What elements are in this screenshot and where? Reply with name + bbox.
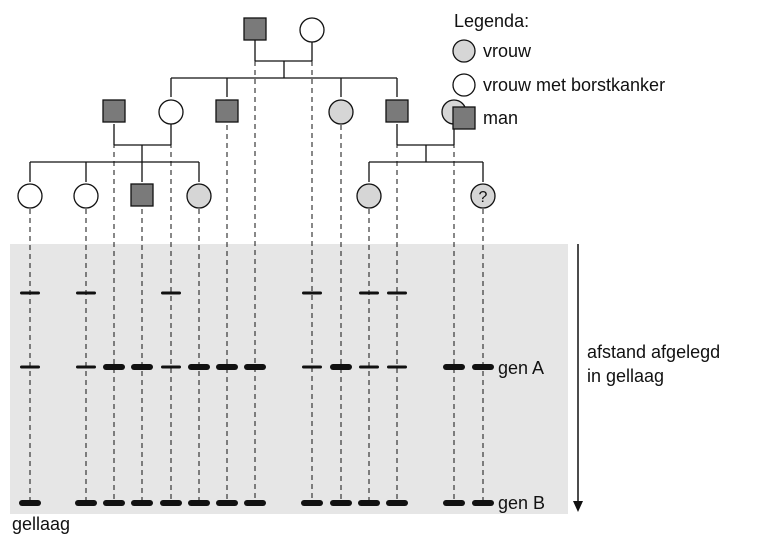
gel-bands xyxy=(19,291,494,506)
gel-band xyxy=(443,500,465,506)
gel-label: gellaag xyxy=(12,514,70,534)
gel-band xyxy=(302,365,322,369)
gel-band xyxy=(386,500,408,506)
gel-band xyxy=(244,364,266,370)
legend-female-cancer-label: vrouw met borstkanker xyxy=(483,75,665,95)
unknown-mark: ? xyxy=(479,189,488,206)
gel-band xyxy=(216,500,238,506)
gel-band xyxy=(103,500,125,506)
gel-lanes xyxy=(29,43,484,503)
person-gen3-4 xyxy=(186,183,212,209)
person-gen2-2 xyxy=(158,99,184,125)
gel-band xyxy=(19,500,41,506)
gel-band xyxy=(103,364,125,370)
gel-band xyxy=(472,500,494,506)
gene-b-label: gen B xyxy=(498,493,545,513)
gel-band xyxy=(76,365,96,369)
legend: Legenda: vrouw vrouw met borstkanker man xyxy=(452,11,665,130)
person-gen3-2 xyxy=(73,183,99,209)
legend-female-label: vrouw xyxy=(483,41,532,61)
person-gen2-1 xyxy=(102,99,126,123)
gel-band xyxy=(472,364,494,370)
gel-band xyxy=(188,500,210,506)
gel-band xyxy=(188,364,210,370)
gel-band xyxy=(20,291,40,295)
pedigree-lines xyxy=(29,30,484,182)
person-gen3-1 xyxy=(17,183,43,209)
gel-band xyxy=(301,500,323,506)
legend-male-label: man xyxy=(483,108,518,128)
arrow-head-icon xyxy=(573,501,583,512)
person-gen3-6 xyxy=(470,183,496,209)
gel-band xyxy=(443,364,465,370)
person-gen2-4 xyxy=(328,99,354,125)
gel-band xyxy=(359,291,379,295)
person-gen1-1 xyxy=(243,17,267,41)
person-gen2-3 xyxy=(215,99,239,123)
gel-band xyxy=(160,500,182,506)
distance-arrow xyxy=(573,244,583,512)
gel-band xyxy=(330,364,352,370)
gel-band xyxy=(359,365,379,369)
gel-band xyxy=(302,291,322,295)
gel-band xyxy=(358,500,380,506)
arrow-label-line2: in gellaag xyxy=(587,366,664,386)
pedigree-symbols: ? xyxy=(17,17,496,209)
gel-band xyxy=(387,365,407,369)
person-gen2-5 xyxy=(385,99,409,123)
gel-band xyxy=(387,291,407,295)
gel-band xyxy=(244,500,266,506)
gel-band xyxy=(161,365,181,369)
gel-layer xyxy=(10,244,568,514)
gel-band xyxy=(216,364,238,370)
gel-band xyxy=(161,291,181,295)
gel-band xyxy=(131,364,153,370)
gel-band xyxy=(76,291,96,295)
gel-band xyxy=(20,365,40,369)
person-gen1-2 xyxy=(299,17,325,43)
legend-female-icon xyxy=(452,39,476,63)
person-gen3-5 xyxy=(356,183,382,209)
person-gen3-3 xyxy=(130,183,154,207)
legend-male-icon xyxy=(452,106,476,130)
gel-band xyxy=(75,500,97,506)
gel-band xyxy=(330,500,352,506)
arrow-label-line1: afstand afgelegd xyxy=(587,342,720,362)
legend-female-cancer-icon xyxy=(452,73,476,97)
gene-a-label: gen A xyxy=(498,358,544,378)
gel-band xyxy=(131,500,153,506)
legend-title: Legenda: xyxy=(454,11,529,31)
